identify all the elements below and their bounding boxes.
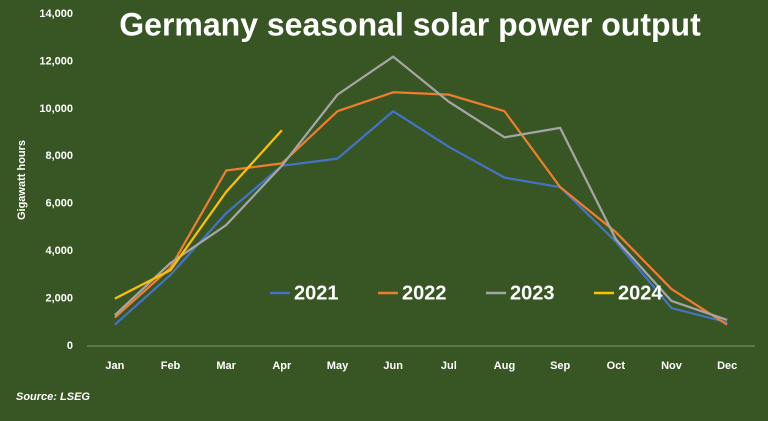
x-tick-label: Feb: [161, 360, 181, 372]
x-tick-label: Dec: [717, 360, 737, 372]
x-tick-label: Jul: [441, 360, 457, 372]
x-tick-label: Oct: [607, 360, 626, 372]
series-line: [114, 55, 728, 321]
y-axis-label: Gigawatt hours: [16, 140, 28, 220]
x-tick-label: Sep: [550, 360, 570, 372]
series-line: [114, 129, 283, 300]
x-tick-label: Mar: [216, 360, 236, 372]
y-tick-label: 14,000: [39, 8, 73, 20]
series-line: [114, 110, 728, 326]
y-tick-label: 2,000: [45, 292, 73, 304]
legend-label: 2023: [510, 282, 555, 304]
legend-label: 2022: [402, 282, 447, 304]
source: Source: LSEG: [16, 391, 90, 403]
x-tick-label: Aug: [494, 360, 515, 372]
y-tick-label: 6,000: [45, 198, 73, 210]
legend-label: 2024: [618, 282, 663, 304]
x-tick-label: Jan: [105, 360, 124, 372]
y-tick-label: 12,000: [39, 55, 73, 67]
x-tick-label: Apr: [272, 360, 292, 372]
x-tick-label: Jun: [383, 360, 403, 372]
chart-title: Germany seasonal solar power output: [119, 6, 701, 42]
series-line: [114, 91, 728, 326]
y-tick-label: 8,000: [45, 150, 73, 162]
x-tick-label: Nov: [661, 360, 683, 372]
y-tick-label: 4,000: [45, 245, 73, 257]
y-tick-label: 10,000: [39, 103, 73, 115]
legend-label: 2021: [294, 282, 339, 304]
y-tick-label: 0: [67, 340, 73, 352]
x-tick-label: May: [327, 360, 349, 372]
